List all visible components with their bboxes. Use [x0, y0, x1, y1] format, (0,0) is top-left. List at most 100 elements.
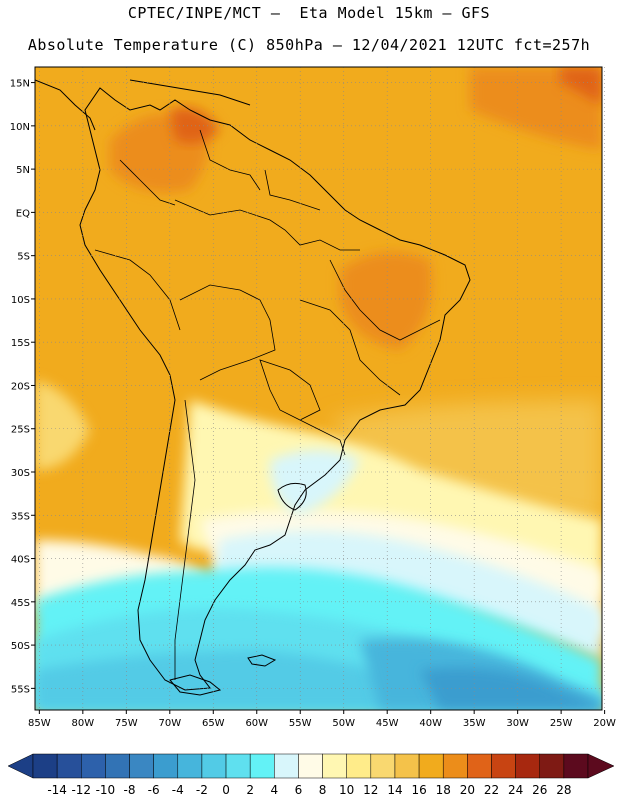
colorbar-label: 16 — [411, 783, 426, 797]
colorbar-swatch — [322, 753, 347, 779]
lat-label: 35S — [11, 511, 30, 522]
border-bolivia-brazil — [179, 284, 276, 381]
lon-label: 35W — [463, 718, 486, 729]
brazil-states — [329, 259, 441, 341]
field-venezuela-22-24 — [170, 107, 220, 144]
lat-label: 30S — [11, 468, 30, 479]
lon-label: 25W — [550, 718, 573, 729]
colorbar-swatch — [298, 753, 323, 779]
border-argentina-brazil — [299, 419, 346, 456]
colorbar-arrow-left — [7, 753, 34, 779]
colorbar-swatch — [201, 753, 227, 779]
lon-label: 80W — [72, 718, 95, 729]
lat-label: 50S — [11, 641, 30, 652]
lat-label: 40S — [11, 555, 30, 566]
latitude-labels: 15N 10N 5N EQ 5S 10S 15S 20S 25S 30S 35S 40S 45S 50S 5… — [10, 79, 30, 696]
colorbar-arrow-right — [587, 753, 615, 779]
lat-lon-grid — [31, 67, 606, 714]
colorbar-swatch — [467, 753, 492, 779]
lat-label: 45S — [11, 598, 30, 609]
colorbar-swatch — [394, 753, 420, 779]
lon-label: 45W — [376, 718, 399, 729]
colorbar-swatch — [129, 753, 154, 779]
caribbean-coast — [129, 79, 251, 106]
lon-label: 85W — [28, 718, 51, 729]
central-america-coast — [35, 79, 96, 131]
colorbar-label: 22 — [484, 783, 499, 797]
colorbar-swatch — [346, 753, 372, 779]
colorbar-label: 18 — [436, 783, 451, 797]
lat-label: 10N — [10, 122, 30, 133]
lat-label: 55S — [11, 684, 30, 695]
border-venezuela — [199, 129, 261, 191]
temperature-field — [35, 67, 602, 710]
colorbar-swatch — [515, 753, 540, 779]
field-brazil-20-22 — [340, 252, 432, 350]
colorbar-swatch — [225, 753, 251, 779]
lat-label: 15S — [11, 338, 30, 349]
colorbar-label: -2 — [196, 783, 208, 797]
lat-label: 5N — [16, 165, 30, 176]
colorbar-label: -6 — [148, 783, 160, 797]
colorbar-label: 6 — [295, 783, 303, 797]
lon-label: 65W — [202, 718, 225, 729]
colorbar-label: -10 — [96, 783, 116, 797]
colorbar-swatch — [274, 753, 299, 779]
lat-label: 15N — [10, 79, 30, 90]
border-guianas — [264, 169, 321, 211]
colorbar-label: -14 — [47, 783, 67, 797]
colorbar-swatch — [153, 753, 179, 779]
colorbar-label: 26 — [532, 783, 547, 797]
colorbar: -14 -12 -10 -8 -6 -4 -2 0 2 4 6 8 10 12 14 16 18 20 22 24 26… — [7, 753, 615, 797]
field-pacific-14-16 — [35, 380, 90, 470]
colorbar-swatch — [442, 753, 468, 779]
lon-label: 55W — [289, 718, 312, 729]
coastlines — [35, 79, 471, 696]
lat-label: 20S — [11, 381, 30, 392]
colorbar-label: 24 — [508, 783, 523, 797]
colorbar-swatch — [249, 753, 275, 779]
lon-label: 75W — [115, 718, 138, 729]
colorbar-swatch — [81, 753, 106, 779]
longitude-labels: 85W 80W 75W 70W 65W 60W 55W 50W 45W 40W 35W 30W 25W 2… — [28, 718, 616, 729]
falklands — [247, 654, 277, 667]
lon-label: 60W — [245, 718, 268, 729]
colorbar-label: 8 — [319, 783, 327, 797]
colorbar-swatch — [105, 753, 130, 779]
colorbar-swatch — [418, 753, 444, 779]
border-peru — [94, 249, 181, 331]
colorbar-swatch — [177, 753, 203, 779]
chart-title-line1: CPTEC/INPE/MCT – Eta Model 15km – GFS — [127, 4, 491, 22]
colorbar-swatch — [491, 753, 516, 779]
field-atlantic-16-18 — [330, 400, 602, 520]
border-chile-argentina — [174, 399, 196, 680]
colorbar-swatch — [370, 753, 396, 779]
country-borders — [94, 129, 441, 680]
chart-title-line2: Absolute Temperature (C) 850hPa – 12/04/… — [27, 36, 591, 54]
lon-label: 30W — [506, 718, 529, 729]
colorbar-swatch — [56, 753, 82, 779]
brazil-states-2 — [299, 299, 401, 396]
lat-label: 10S — [11, 295, 30, 306]
colorbar-label: 20 — [460, 783, 475, 797]
rio-de-la-plata — [277, 482, 307, 511]
lat-label: 25S — [11, 425, 30, 436]
field-22-24 — [560, 67, 602, 105]
lon-label: 70W — [158, 718, 181, 729]
field-minus2-0 — [35, 650, 440, 710]
lon-label: 20W — [593, 718, 616, 729]
lon-label: 40W — [419, 718, 442, 729]
lat-label: 5S — [17, 252, 30, 263]
tierra-del-fuego — [169, 674, 222, 696]
colorbar-label: 12 — [363, 783, 378, 797]
colorbar-swatch — [563, 753, 589, 779]
border-brazil-west — [174, 199, 360, 251]
map-frame — [34, 66, 603, 711]
colorbar-label: 28 — [556, 783, 571, 797]
colorbar-label: 14 — [387, 783, 402, 797]
colorbar-label: -12 — [71, 783, 91, 797]
south-america-coast — [79, 87, 471, 691]
colorbar-label: 0 — [222, 783, 230, 797]
lat-label: EQ — [16, 208, 30, 219]
